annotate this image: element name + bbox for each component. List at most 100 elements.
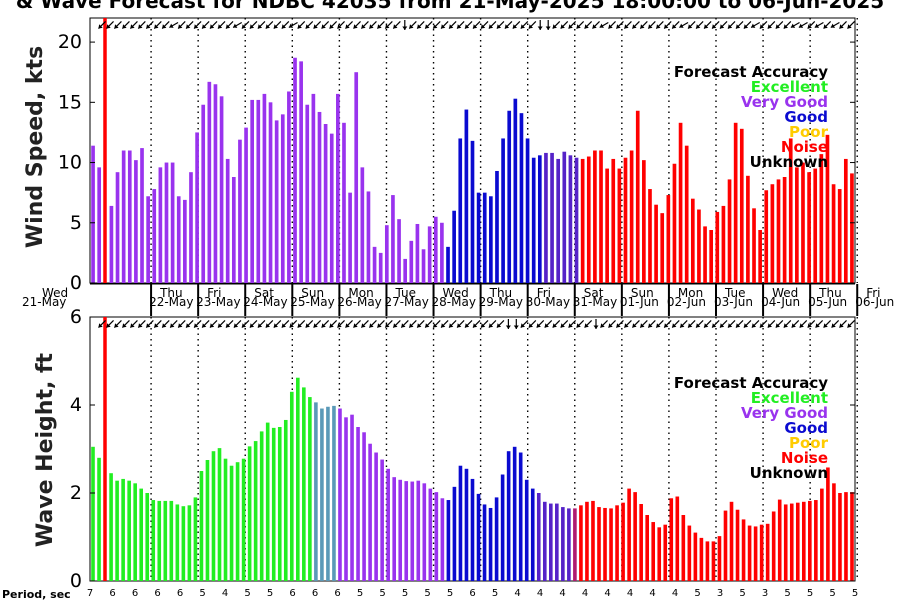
legend-item: Excellent bbox=[751, 78, 828, 96]
wind-bar bbox=[648, 189, 652, 283]
wave-bar bbox=[512, 446, 517, 581]
direction-arrow bbox=[631, 21, 640, 29]
wind-bar bbox=[776, 179, 781, 283]
wave-bar bbox=[199, 471, 204, 581]
direction-arrow bbox=[536, 320, 545, 328]
wind-bar bbox=[629, 150, 634, 283]
day-date-label: 28-May bbox=[432, 295, 476, 309]
wave-bar bbox=[247, 446, 252, 581]
direction-arrow bbox=[384, 320, 393, 328]
wind-bar bbox=[703, 226, 707, 283]
wave-bar bbox=[669, 498, 674, 581]
direction-arrow bbox=[520, 320, 529, 328]
direction-arrow bbox=[783, 320, 792, 328]
wind-bar bbox=[415, 223, 420, 283]
direction-arrow bbox=[655, 21, 664, 29]
wind-bar bbox=[152, 189, 157, 283]
wind-bar bbox=[207, 81, 212, 283]
wave-bar bbox=[446, 500, 451, 581]
direction-arrow bbox=[839, 320, 847, 328]
wind-bar bbox=[287, 91, 291, 283]
direction-arrow bbox=[305, 21, 314, 29]
direction-arrow bbox=[106, 21, 114, 29]
wind-bar bbox=[366, 191, 371, 283]
direction-arrow bbox=[679, 21, 689, 29]
wind-bar bbox=[329, 133, 334, 283]
wave-bar bbox=[801, 501, 806, 581]
direction-arrow bbox=[137, 320, 146, 328]
direction-arrow bbox=[416, 21, 425, 29]
direction-arrow bbox=[735, 21, 744, 29]
legend-title: Forecast Accuracy bbox=[674, 374, 828, 392]
wave-bar bbox=[332, 405, 336, 581]
direction-arrow bbox=[217, 21, 226, 29]
wind-bar bbox=[605, 168, 609, 283]
direction-arrow bbox=[647, 320, 656, 328]
direction-arrow bbox=[560, 320, 569, 328]
wind-bar bbox=[580, 158, 585, 283]
direction-arrow bbox=[456, 320, 465, 328]
wave-bar bbox=[585, 501, 589, 581]
direction-arrow bbox=[233, 320, 242, 328]
wind-bar bbox=[446, 246, 450, 283]
wave-bar bbox=[253, 441, 258, 581]
wave-bar bbox=[555, 503, 559, 581]
wind-bar bbox=[850, 173, 854, 283]
period-value: 4 bbox=[514, 588, 520, 599]
wave-bar bbox=[464, 468, 469, 581]
day-date-label: 29-May bbox=[479, 295, 523, 309]
direction-arrow bbox=[823, 21, 832, 29]
direction-arrow bbox=[703, 320, 712, 328]
wind-bar bbox=[440, 222, 444, 283]
wave-bar bbox=[115, 480, 119, 581]
wave-bar bbox=[663, 524, 668, 581]
period-value: 4 bbox=[222, 588, 228, 599]
direction-arrow bbox=[639, 21, 648, 29]
day-date-label: 02-Jun bbox=[667, 295, 706, 309]
wind-bar bbox=[684, 145, 689, 283]
direction-arrow bbox=[201, 320, 210, 328]
direction-arrow bbox=[225, 320, 234, 328]
direction-arrow bbox=[161, 320, 170, 328]
wind-bar bbox=[697, 209, 701, 283]
direction-arrow bbox=[488, 21, 497, 29]
direction-arrow bbox=[169, 21, 179, 29]
period-value: 6 bbox=[132, 588, 138, 599]
day-date-label: 03-Jun bbox=[714, 295, 753, 309]
wave-bar bbox=[193, 497, 198, 581]
wind-bar bbox=[593, 150, 597, 283]
wave-bar bbox=[687, 525, 692, 581]
wave-bar bbox=[151, 500, 156, 581]
direction-arrow bbox=[193, 320, 202, 328]
wind-y-axis-label: Wind Speed, kts bbox=[23, 46, 48, 248]
direction-arrow bbox=[329, 21, 338, 29]
day-date-label: 06-Jun bbox=[855, 295, 894, 309]
direction-arrow bbox=[767, 320, 776, 328]
wind-bar bbox=[801, 162, 805, 283]
wave-bar bbox=[205, 460, 210, 581]
direction-arrow bbox=[297, 21, 306, 29]
direction-arrow bbox=[719, 21, 728, 29]
direction-arrow bbox=[464, 320, 473, 328]
day-date-label: 21-May bbox=[22, 295, 66, 309]
day-date-label: 05-Jun bbox=[808, 295, 847, 309]
wind-bar bbox=[219, 96, 224, 283]
wind-bar bbox=[391, 195, 395, 283]
wind-bar bbox=[476, 192, 481, 283]
direction-arrow bbox=[743, 21, 752, 29]
wind-bar bbox=[666, 195, 671, 283]
day-name-label: Sun bbox=[301, 286, 324, 300]
direction-arrow bbox=[568, 21, 577, 29]
direction-arrow bbox=[544, 320, 553, 328]
wave-bar bbox=[265, 422, 270, 581]
wind-bar bbox=[225, 158, 230, 283]
direction-arrow bbox=[464, 21, 473, 29]
direction-arrow bbox=[735, 320, 744, 328]
period-value: 5 bbox=[447, 588, 453, 599]
period-axis-label: Period, sec bbox=[2, 588, 71, 600]
wind-bar bbox=[158, 167, 163, 283]
wave-bar bbox=[169, 500, 174, 581]
wind-bar bbox=[752, 208, 756, 283]
wave-bar bbox=[705, 541, 710, 581]
wind-bar bbox=[372, 246, 377, 283]
